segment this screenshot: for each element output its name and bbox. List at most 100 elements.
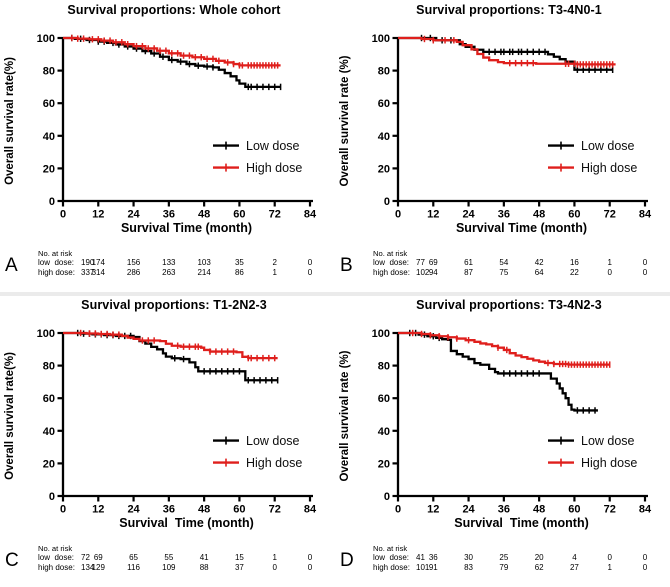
panel-d-plot: 0 20 40 60 80 100 0 12 24 36 48 60 72 84 Low dose High … <box>372 328 652 516</box>
svg-text:0: 0 <box>60 209 66 221</box>
svg-text:12: 12 <box>92 209 104 221</box>
risk-count: 79 <box>499 563 509 572</box>
svg-text:80: 80 <box>378 361 390 373</box>
svg-text:72: 72 <box>269 504 281 516</box>
panel-b-risk-header: No. at risk <box>373 249 408 258</box>
svg-text:36: 36 <box>163 504 175 516</box>
panel-d-risk-row-high: high dose: 101 91 83 79 62 27 1 0 <box>335 563 670 573</box>
risk-count: 1 <box>607 563 612 572</box>
panel-c-risk-header: No. at risk <box>38 544 73 553</box>
risk-count: 0 <box>642 553 648 562</box>
risk-count: 116 <box>127 563 140 572</box>
svg-text:40: 40 <box>43 426 55 438</box>
risk-count: 36 <box>428 553 438 562</box>
risk-count: 77 <box>416 258 425 267</box>
panel-b-risk-row-low: low dose: 77 69 61 54 42 16 1 0 <box>335 258 670 268</box>
panel-a-risk-row-low: low dose: 190 174 156 133 103 35 2 0 <box>0 258 335 268</box>
svg-text:80: 80 <box>378 66 390 78</box>
svg-text:Low dose: Low dose <box>581 434 635 448</box>
svg-text:84: 84 <box>639 209 652 221</box>
risk-count: 65 <box>129 553 139 562</box>
svg-text:Low dose: Low dose <box>246 434 300 448</box>
risk-count: 62 <box>534 563 544 572</box>
svg-text:40: 40 <box>378 131 390 143</box>
svg-text:24: 24 <box>127 504 140 516</box>
risk-count: 263 <box>162 268 176 277</box>
risk-count: 103 <box>197 258 211 267</box>
risk-count: 20 <box>534 553 544 562</box>
risk-count: 42 <box>534 258 544 267</box>
svg-text:84: 84 <box>304 209 317 221</box>
risk-count: 25 <box>499 553 509 562</box>
svg-text:48: 48 <box>533 209 545 221</box>
svg-text:60: 60 <box>233 209 245 221</box>
panel-a-plot: 0 20 40 60 80 100 0 12 24 36 48 60 72 84 Low dose High … <box>37 33 317 221</box>
risk-count: 0 <box>642 258 648 267</box>
svg-text:20: 20 <box>43 458 55 470</box>
risk-count: 75 <box>499 268 509 277</box>
svg-text:60: 60 <box>43 98 55 110</box>
risk-count: 0 <box>607 553 612 562</box>
risk-row-label: high dose: <box>373 268 410 277</box>
panel-a-y-axis-label: Overall survival rate(%) <box>4 57 16 185</box>
svg-text:High dose: High dose <box>581 161 637 175</box>
panel-a: Survival proportions: Whole cohort Overa… <box>0 0 335 292</box>
panel-c-y-axis-label: Overall survival rate(%) <box>4 352 16 480</box>
panel-c-plot: 0 20 40 60 80 100 0 12 24 36 48 60 72 84 Low dose High … <box>37 328 317 516</box>
risk-row-label: low dose: <box>373 258 410 267</box>
risk-count: 337 <box>81 268 95 277</box>
panel-c-risk-row-low: low dose: 72 69 65 55 41 15 1 0 <box>0 553 335 563</box>
risk-count: 156 <box>126 258 141 267</box>
risk-count: 102 <box>416 268 430 277</box>
risk-count: 88 <box>199 563 209 572</box>
risk-count: 30 <box>464 553 474 562</box>
risk-count: 4 <box>572 553 577 562</box>
risk-count: 109 <box>162 563 176 572</box>
panel-b-letter: B <box>340 255 353 276</box>
risk-count: 72 <box>81 553 90 562</box>
panel-c: Survival proportions: T1-2N2-3 Overall s… <box>0 295 335 587</box>
svg-text:60: 60 <box>568 209 580 221</box>
svg-text:Low dose: Low dose <box>246 139 300 153</box>
panel-b-risk-row-high: high dose: 102 94 87 75 64 22 0 0 <box>335 268 670 278</box>
risk-count: 0 <box>642 268 648 277</box>
risk-row-label: low dose: <box>38 258 75 267</box>
svg-text:48: 48 <box>198 504 210 516</box>
panel-a-x-axis-label: Survival Time (month) <box>120 221 253 235</box>
risk-count: 286 <box>126 268 141 277</box>
panel-c-title: Survival proportions: T1-2N2-3 <box>81 298 267 312</box>
svg-text:36: 36 <box>163 209 175 221</box>
panel-a-letter: A <box>5 255 18 276</box>
risk-count: 0 <box>642 563 648 572</box>
risk-count: 64 <box>534 268 544 277</box>
risk-count: 91 <box>428 563 438 572</box>
svg-text:72: 72 <box>604 504 616 516</box>
panel-d-y-axis-label: Overall survival rate (%) <box>339 350 351 482</box>
risk-row-label: low dose: <box>38 553 75 562</box>
risk-count: 1 <box>607 258 612 267</box>
svg-text:0: 0 <box>395 209 401 221</box>
risk-count: 15 <box>234 553 244 562</box>
risk-count: 87 <box>464 268 474 277</box>
risk-count: 41 <box>199 553 209 562</box>
svg-text:60: 60 <box>568 504 580 516</box>
svg-text:0: 0 <box>384 196 390 208</box>
risk-count: 16 <box>569 258 579 267</box>
svg-text:60: 60 <box>378 393 390 405</box>
svg-text:60: 60 <box>233 504 245 516</box>
panel-c-x-axis-label: Survival Time (month) <box>119 516 254 530</box>
risk-count: 54 <box>499 258 509 267</box>
svg-text:48: 48 <box>198 209 210 221</box>
svg-text:0: 0 <box>395 504 401 516</box>
svg-text:72: 72 <box>604 209 616 221</box>
risk-count: 101 <box>416 563 430 572</box>
svg-text:80: 80 <box>43 361 55 373</box>
panel-a-title: Survival proportions: Whole cohort <box>67 3 281 17</box>
risk-count: 2 <box>272 258 277 267</box>
svg-text:40: 40 <box>378 426 390 438</box>
svg-text:80: 80 <box>43 66 55 78</box>
risk-count: 129 <box>91 563 105 572</box>
risk-row-label: low dose: <box>373 553 410 562</box>
risk-count: 0 <box>307 258 313 267</box>
panel-row-divider <box>0 292 670 296</box>
